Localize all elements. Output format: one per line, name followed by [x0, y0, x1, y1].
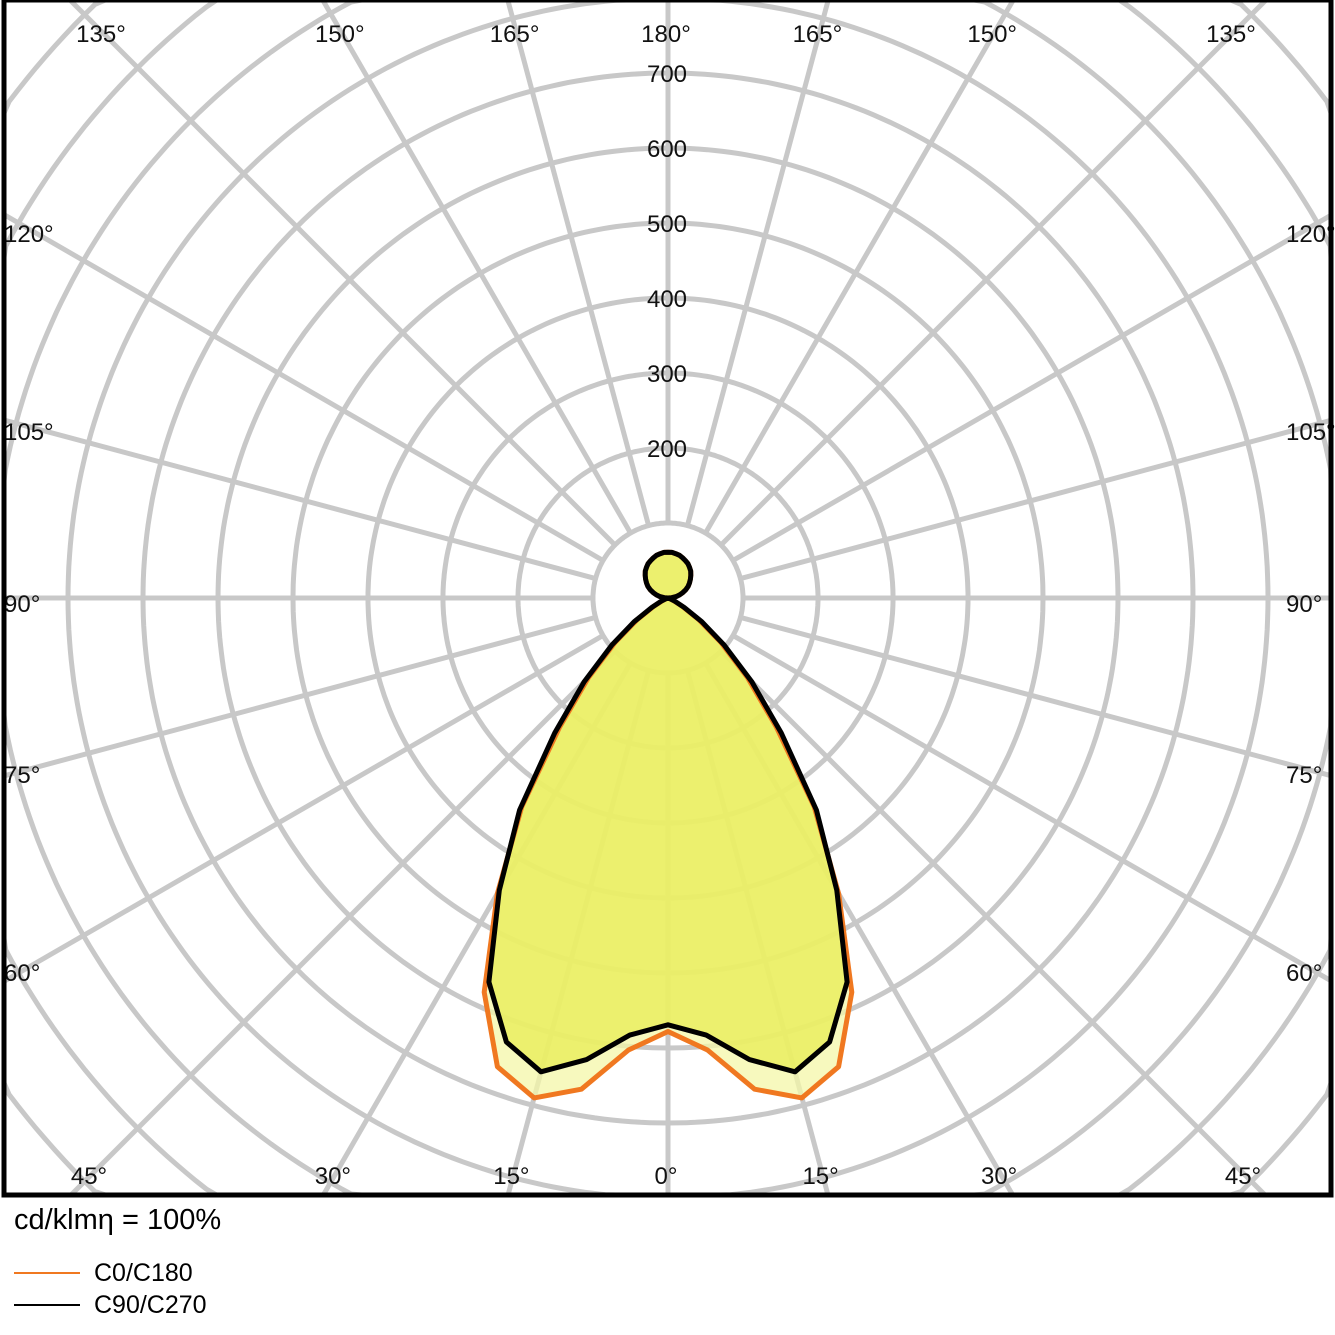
- angle-label: 30°: [315, 1163, 351, 1190]
- angle-label: 15°: [802, 1163, 838, 1190]
- grid-spoke: [321, 2, 633, 535]
- grid-spoke: [6, 212, 605, 563]
- angle-label: 45°: [1225, 1163, 1261, 1190]
- angle-label: 60°: [4, 960, 40, 987]
- legend-label: C90/C270: [94, 1290, 207, 1319]
- radial-tick-label: 500: [647, 211, 687, 238]
- radial-tick-label: 600: [647, 136, 687, 163]
- legend-label: C0/C180: [94, 1258, 193, 1287]
- angle-label: 180°: [641, 21, 691, 48]
- radial-tick-label: 200: [647, 436, 687, 463]
- grid-spoke: [731, 633, 1329, 983]
- plot-frame: [1, 0, 1334, 1198]
- radial-tick-label: 700: [647, 61, 687, 88]
- series-fill-1: [488, 552, 848, 1072]
- angle-label: 45°: [71, 1163, 107, 1190]
- angle-label: 150°: [315, 21, 365, 48]
- intensity-curves: [481, 549, 855, 1101]
- grid-spoke: [6, 614, 597, 778]
- grid-spoke: [719, 649, 1267, 1193]
- grid-spoke: [739, 614, 1329, 778]
- angle-label: 135°: [1206, 21, 1256, 48]
- grid-spoke: [684, 2, 831, 527]
- polar-grid: [6, 2, 1329, 1193]
- angle-label: 15°: [493, 1163, 529, 1190]
- grid-spoke: [505, 2, 652, 527]
- grid-spoke: [6, 633, 605, 984]
- legend-item-c90-c270: C90/C270: [14, 1290, 207, 1320]
- angle-label: 90°: [1286, 591, 1322, 618]
- angle-label: 120°: [1286, 221, 1335, 248]
- series-line-c90-c270: [486, 549, 850, 1075]
- legend-swatch-black: [14, 1304, 80, 1306]
- angle-label: 60°: [1286, 960, 1322, 987]
- radial-tick-label: 400: [647, 286, 687, 313]
- grid-spoke: [719, 2, 1268, 547]
- angle-label: 75°: [4, 762, 40, 789]
- angle-label: 150°: [967, 21, 1017, 48]
- grid-spoke: [739, 418, 1329, 582]
- unit-label: cd/klmη = 100%: [14, 1204, 222, 1236]
- angle-label: 75°: [1286, 762, 1322, 789]
- angle-label: 30°: [981, 1163, 1017, 1190]
- grid-spoke: [6, 418, 597, 582]
- legend-item-c0-c180: C0/C180: [14, 1258, 193, 1288]
- angle-label: 105°: [1286, 419, 1335, 446]
- grid-spoke: [68, 2, 617, 547]
- grid-spoke: [703, 2, 1015, 535]
- axis-labels: 200 300 400 500 600 700 135° 150° 165° 180° 165° 15…: [4, 21, 1335, 1190]
- angle-label: 90°: [4, 591, 40, 618]
- angle-label: 120°: [4, 221, 54, 248]
- radial-tick-label: 300: [647, 361, 687, 388]
- angle-label: 165°: [793, 21, 843, 48]
- angle-label: 165°: [490, 21, 540, 48]
- angle-label: 105°: [4, 419, 54, 446]
- grid-spoke: [69, 649, 617, 1193]
- legend-swatch-orange: [14, 1272, 80, 1274]
- angle-label: 0°: [655, 1163, 678, 1190]
- angle-label: 135°: [76, 21, 126, 48]
- grid-spoke: [731, 213, 1329, 563]
